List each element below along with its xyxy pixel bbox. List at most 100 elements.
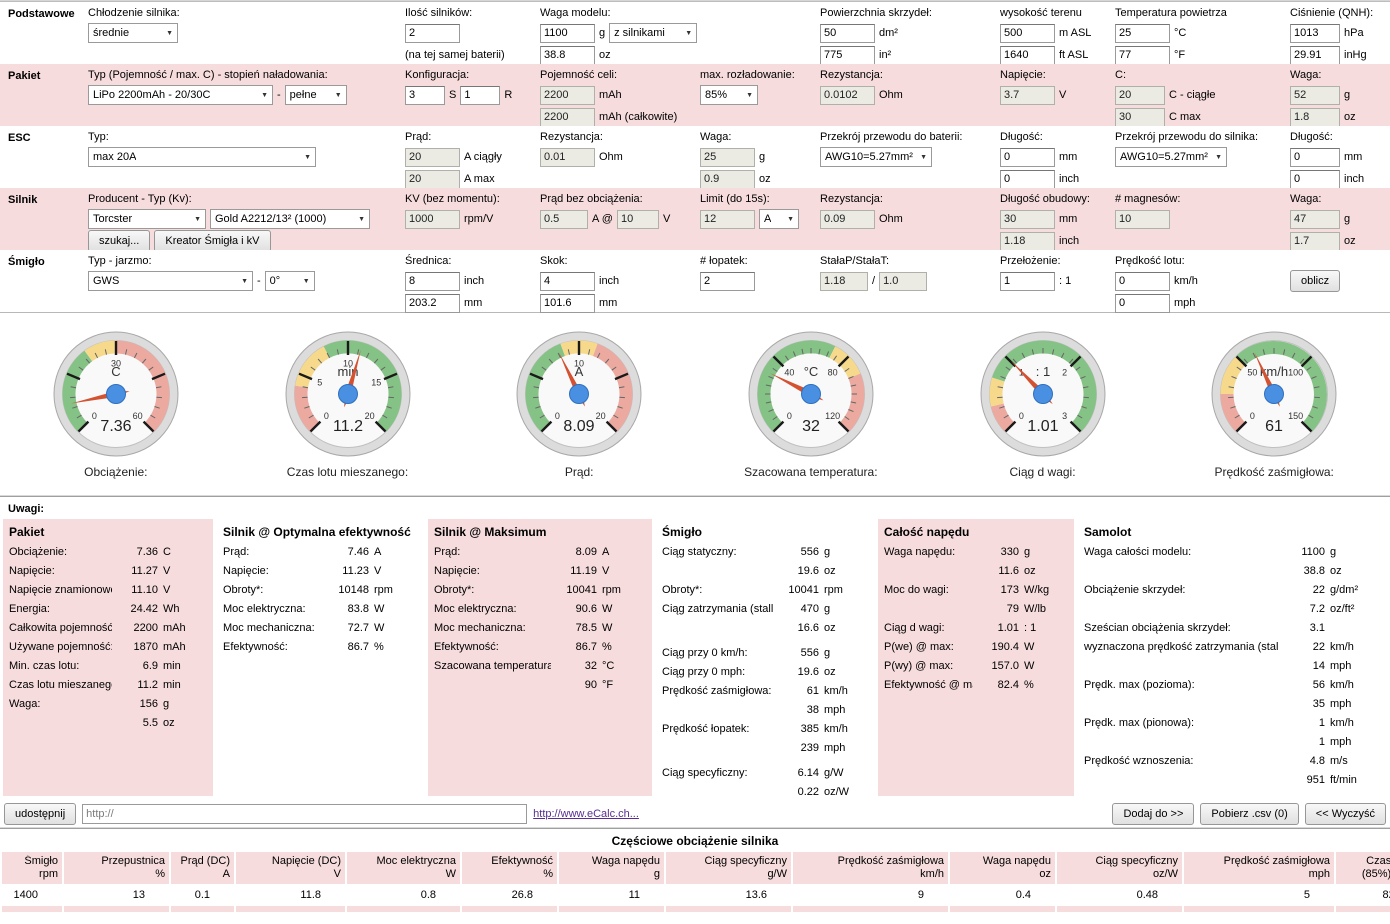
wing-area-input[interactable] (820, 23, 875, 43)
prop-pitch-input[interactable] (540, 293, 595, 313)
motor-wire-length-input[interactable] (1290, 147, 1340, 167)
battery-type-select-2[interactable]: pełne ▼ (284, 85, 347, 105)
calculate-label (1290, 254, 1340, 269)
case-length-field: Długość obudowy: mm inch (1000, 192, 1090, 251)
motor-resistance-field: Rezystancja: Ohm (820, 192, 903, 229)
table-cell (950, 906, 1055, 912)
configuration-input[interactable] (405, 85, 445, 105)
prop-type-select[interactable]: GWS ▼ (88, 271, 253, 291)
note-value: 157.0 (991, 660, 1019, 672)
air-temperature-input[interactable] (1115, 45, 1170, 65)
note-unit: oz/W (824, 786, 850, 798)
note-row: P(we) @ max: 190.4 W (884, 638, 1068, 657)
air-temperature-unit: °F (1174, 49, 1186, 61)
battery-type-select[interactable]: LiPo 2200mAh - 20/30C ▼ (88, 85, 273, 105)
share-url-input[interactable] (82, 803, 528, 824)
pressure-input[interactable] (1290, 23, 1340, 43)
gear-ratio-field: Przełożenie:: 1 (1000, 254, 1071, 291)
note-row: Moc mechaniczna: 72.7 W (223, 619, 418, 638)
note-row: Prędk. max (pionowa): 1 km/h (1084, 714, 1374, 733)
flight-speed-input[interactable] (1115, 271, 1170, 291)
gear-ratio-input[interactable] (1000, 271, 1055, 291)
download-csv-button[interactable]: Pobierz .csv (0) (1200, 802, 1299, 825)
note-unit: oz (1330, 565, 1342, 577)
battery-wire-length-input[interactable] (1000, 147, 1055, 167)
max-discharge-select[interactable]: 85% ▼ (700, 85, 758, 105)
note-unit: oz (824, 565, 836, 577)
clear-button[interactable]: << Wyczyść (1304, 802, 1386, 825)
motor-wire-gauge-select[interactable]: AWG10=5.27mm² ▼ (1115, 147, 1227, 167)
motor-count-input[interactable] (405, 23, 460, 43)
model-weight-input[interactable] (540, 45, 595, 65)
notes-col-samolot: Samolot Waga całości modelu: 1100 g 38.8 oz Ob… (1078, 519, 1380, 796)
motor-type-select-1[interactable]: Gold A2212/13² (1000) ▼ (210, 209, 370, 229)
pressure-input[interactable] (1290, 45, 1340, 65)
note-value: 10148 (338, 584, 369, 596)
prop-kv-wizard-button[interactable]: Kreator Śmigła i kV (154, 230, 271, 252)
battery-wire-gauge-select[interactable]: AWG10=5.27mm² ▼ (820, 147, 932, 167)
configuration-field: Konfiguracja: S R (405, 68, 512, 105)
battery-wire-length-field: Długość: mm inch (1000, 130, 1079, 189)
note-label (662, 739, 773, 758)
battery-wire-length-input[interactable] (1000, 169, 1055, 189)
note-value: 82.4 (997, 679, 1019, 691)
field-elevation-input[interactable] (1000, 23, 1055, 43)
load-gauge-caption: Obciążenie: (84, 465, 148, 479)
note-unit: oz (1024, 565, 1036, 577)
note-value: 38 (806, 704, 819, 716)
esc-type-select[interactable]: max 20A ▼ (88, 147, 316, 167)
prop-pitch-input[interactable] (540, 271, 595, 291)
note-unit: km/h (1330, 679, 1354, 691)
note-value: 83.8 (347, 603, 369, 615)
table-cell: 9 (917, 889, 924, 901)
current-limit-select-1[interactable]: A ▼ (759, 209, 799, 229)
esc-current-unit: A max (464, 173, 495, 185)
prop-diameter-field: Średnica: inch mm (405, 254, 484, 313)
svg-text:150: 150 (1288, 411, 1303, 421)
prop-diameter-input[interactable] (405, 271, 460, 291)
current-gauge: 0 10 20 A 8.09 (516, 331, 642, 457)
note-value: 32 (584, 660, 597, 672)
search-motor-button[interactable]: szukaj... (88, 230, 151, 252)
model-weight-input[interactable] (540, 23, 595, 43)
model-weight-select-2[interactable]: z silnikami ▼ (609, 23, 698, 43)
note-label: Ciąg statyczny: (662, 546, 737, 558)
note-value: 14 (1312, 660, 1325, 672)
partial-load-table: Śmigło rpm Przepustnica% Prąd (DC) A Napięcie… (0, 851, 1390, 913)
prop-diameter-input[interactable] (405, 293, 460, 313)
motor-type-select[interactable]: Torcster ▼ (88, 209, 206, 229)
notes-col-silnik-maksimum: Silnik @ Maksimum Prąd: 8.09 A Napięcie: 11.1… (428, 519, 652, 796)
ecalc-link[interactable]: http://www.eCalc.ch... (533, 807, 639, 820)
motor-wire-length-input[interactable] (1290, 169, 1340, 189)
motor-wire-length-unit: inch (1344, 173, 1365, 185)
cooling-field: Chłodzenie silnika: średnie ▼ (88, 6, 180, 43)
kv-field: KV (bez momentu): rpm/V (405, 192, 500, 229)
configuration-input-2[interactable] (460, 85, 501, 105)
air-temperature-input[interactable] (1115, 23, 1170, 43)
share-button[interactable]: udostępnij (4, 802, 77, 825)
add-to-button[interactable]: Dodaj do >> (1112, 802, 1195, 825)
prop-type-select-2[interactable]: 0° ▼ (264, 271, 315, 291)
battery-wire-length-unit: mm (1059, 151, 1078, 163)
no-load-current-unit: A @ (592, 213, 613, 225)
prop-constants-unit: / (872, 275, 876, 287)
field-elevation-input[interactable] (1000, 45, 1055, 65)
wing-area-input[interactable] (820, 45, 875, 65)
flight-speed-input[interactable] (1115, 293, 1170, 313)
note-value: 6.9 (142, 660, 158, 672)
note-label: Moc elektryczna: (223, 603, 306, 615)
col-header-pr-d-dc-a: Prąd (DC) A (171, 852, 234, 884)
note-value: 19.6 (797, 565, 819, 577)
battery-resistance-label: Rezystancja: (820, 69, 883, 81)
calculate-button[interactable]: oblicz (1290, 270, 1341, 292)
note-row: Prąd: 8.09 A (434, 543, 646, 562)
svg-text:120: 120 (825, 411, 840, 421)
blade-count-input[interactable] (700, 271, 755, 291)
cooling-select[interactable]: średnie ▼ (88, 23, 178, 43)
row-title-pakiet: Pakiet (8, 70, 41, 82)
note-label: Efektywność @ max: (884, 679, 973, 691)
note-label: Napięcie: (434, 565, 480, 577)
battery-resistance-readonly (820, 85, 875, 105)
estimated-temperature-gauge-cell: 0 40 80 120 °C 32 Szacowana temperatura: (695, 329, 927, 495)
